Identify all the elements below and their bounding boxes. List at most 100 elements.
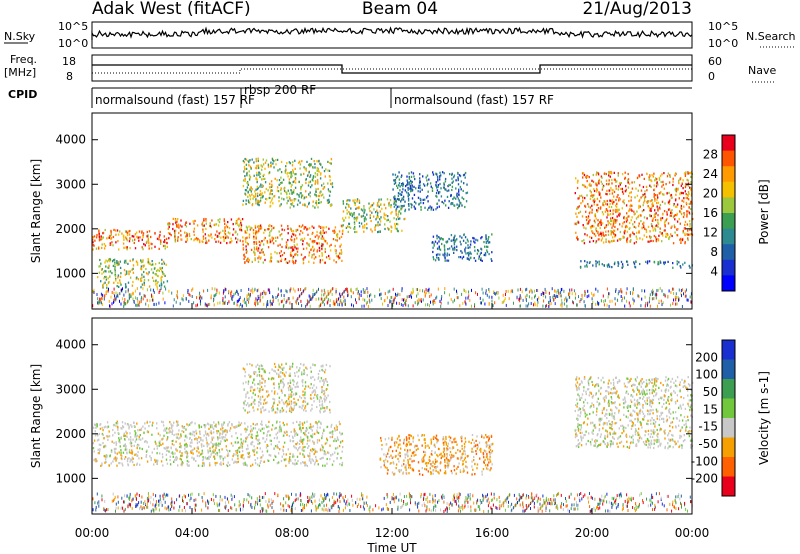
colorbar-tick-label: 8 [710,245,718,259]
colorbar-tick-label: 24 [703,167,718,181]
x-tick-label: 00:00 [75,526,110,540]
echo-band [431,233,493,262]
colorbar-swatch [722,359,735,380]
colorbar-swatch [722,197,735,214]
nave-tick-bottom: 0 [708,70,715,83]
cpid-label: CPID [8,88,37,101]
velocity-ylabel: Slant Range [km] [29,364,43,468]
velocity-yticks: 1000 2000 3000 4000 [55,338,692,485]
y-tick-label: 3000 [55,177,86,191]
nsky-tick-top: 10^5 [58,20,88,33]
colorbar-tick-label: -100 [691,454,718,468]
colorbar-tick-label: -200 [691,472,718,486]
colorbar-swatch [722,437,735,458]
cpid-segment-2: rbsp 200 RF [244,83,316,97]
colorbar-swatch [722,181,735,198]
echo-band [574,170,694,245]
colorbar-swatch [722,213,735,230]
y-tick-label: 4000 [55,133,86,147]
colorbar-swatch [722,457,735,477]
colorbar-tick-label: 50 [703,385,718,399]
cpid-segment-1: normalsound (fast) 157 RF [95,93,255,107]
colorbar-swatch [722,244,735,261]
nsearch-tick-top: 10^5 [708,20,738,33]
velocity-echoes [92,362,694,513]
colorbar-swatch [722,398,735,419]
x-axis-ticks: 00:00 04:00 08:00 12:00 16:00 20:00 00:00 [75,303,710,540]
colorbar-tick-label: 100 [695,368,718,382]
x-axis-label: Time UT [366,541,417,554]
colorbar-tick-label: -50 [698,437,718,451]
y-tick-label: 2000 [55,222,86,236]
beam-title: Beam 04 [362,0,438,19]
echo-band [92,420,344,468]
colorbar-tick-label: -15 [698,420,718,434]
freq-tick-bottom: 8 [66,70,73,83]
x-tick-label: 00:00 [675,526,710,540]
date-title: 21/Aug/2013 [582,0,692,19]
power-panel: 1000 2000 3000 4000 Slant Range [km] [29,112,694,310]
nsky-tick-bottom: 10^0 [58,37,88,50]
colorbar-tick-label: 4 [710,265,718,279]
colorbar-tick-label: 20 [703,187,718,201]
velocity-panel: 1000 2000 3000 4000 Slant Range [km] [29,317,694,515]
colorbar-tick-label: 15 [703,402,718,416]
y-tick-label: 1000 [55,471,86,485]
colorbar-swatch [722,228,735,245]
power-echoes [92,157,694,308]
nsky-panel: N.Sky 10^5 10^0 10^5 10^0 N.Search [4,20,796,50]
cpid-segment-3: normalsound (fast) 157 RF [394,93,554,107]
echo-band [242,224,344,265]
freq-unit: [MHz] [4,66,36,79]
power-ylabel: Slant Range [km] [29,159,43,263]
colorbar-swatch [722,418,735,438]
x-tick-label: 12:00 [375,526,410,540]
freq-trace [92,64,692,74]
y-tick-label: 2000 [55,427,86,441]
colorbar-swatch [722,166,735,183]
freq-panel: Freq. [MHz] 18 8 60 0 Nave [4,53,776,83]
echo-band [97,257,169,289]
echo-band [242,362,331,414]
nsearch-tick-bottom: 10^0 [708,37,738,50]
echo-band [379,433,494,476]
power-colorbar: 28 24 20 16 12 8 4 [703,134,736,292]
echo-band [574,376,694,450]
colorbar-swatch [722,275,735,292]
freq-tick-top: 18 [62,55,76,68]
nave-label: Nave [748,64,776,77]
y-tick-label: 3000 [55,382,86,396]
echo-band [92,228,168,251]
x-tick-label: 20:00 [575,526,610,540]
echo-band [392,171,469,211]
colorbar-tick-label: 16 [703,206,718,220]
power-yticks: 1000 2000 3000 4000 [55,133,692,280]
nave-trace [92,68,692,74]
nsearch-label: N.Search [746,30,796,43]
nsky-trace [91,26,693,40]
echo-band [167,217,244,245]
velocity-colorbar-label: Velocity [m s-1] [757,371,771,465]
power-colorbar-label: Power [dB] [757,179,771,244]
ground-scatter-noise [92,492,693,513]
colorbar-tick-label: 12 [703,226,718,240]
nave-tick-top: 60 [708,55,722,68]
x-tick-label: 16:00 [475,526,510,540]
echo-band [342,197,406,234]
x-tick-label: 08:00 [275,526,310,540]
echo-band [579,260,693,269]
x-tick-label: 04:00 [175,526,210,540]
cpid-row: CPID normalsound (fast) 157 RF rbsp 200 … [8,83,692,108]
ground-scatter-noise [92,287,692,308]
echo-band [242,157,334,209]
y-tick-label: 4000 [55,338,86,352]
station-title: Adak West (fitACF) [92,0,251,19]
velocity-colorbar: 200 100 50 15 -15 -50 -100 -200 [691,339,736,497]
colorbar-swatch [722,135,735,152]
colorbar-tick-label: 28 [703,148,718,162]
colorbar-swatch [722,340,735,360]
nsky-label: N.Sky [4,30,36,43]
freq-label: Freq. [10,53,37,66]
colorbar-swatch [722,476,735,497]
